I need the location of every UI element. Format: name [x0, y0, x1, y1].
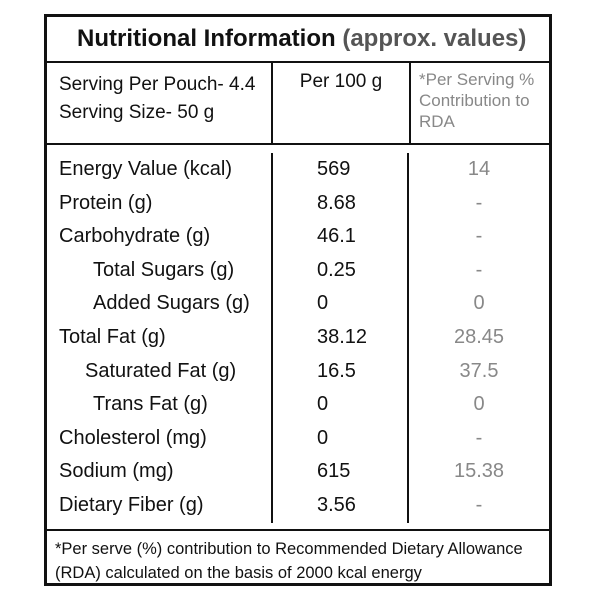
rda-value: -	[407, 253, 549, 288]
footnote: *Per serve (%) contribution to Recommend…	[55, 539, 523, 582]
title: Nutritional Information	[77, 25, 336, 52]
nutrient-name: Sodium (mg)	[59, 460, 174, 483]
per-100g-header: Per 100 g	[271, 63, 409, 143]
per-100g-value: 38.12	[271, 320, 407, 355]
nutrient-name: Added Sugars (g)	[93, 292, 250, 315]
table-row: Energy Value (kcal) 569 14	[47, 153, 549, 187]
nutrient-name: Cholesterol (mg)	[59, 426, 207, 449]
table-head: Serving Per Pouch- 4.4 Serving Size- 50 …	[47, 63, 549, 145]
nutrient-name: Dietary Fiber (g)	[59, 493, 204, 516]
nutrient-name: Protein (g)	[59, 191, 153, 214]
per-100g-value: 0.25	[271, 253, 407, 288]
nutrient-name: Total Sugars (g)	[93, 258, 235, 281]
rda-value: -	[407, 421, 549, 456]
nutrient-name: Carbohydrate (g)	[59, 225, 211, 248]
per-100g-value: 0	[271, 421, 407, 456]
nutrient-name: Trans Fat (g)	[93, 393, 208, 416]
rda-value: 15.38	[407, 455, 549, 489]
per-100g-value: 0	[271, 287, 407, 321]
per-100g-value: 16.5	[271, 354, 407, 389]
rda-value: -	[407, 186, 549, 221]
title-note: (approx. values)	[342, 25, 527, 52]
rda-header: *Per Serving % Contribution to RDA	[409, 63, 549, 143]
nutrient-name: Total Fat (g)	[59, 325, 166, 348]
rda-value: 28.45	[407, 320, 549, 355]
per-100g-value: 615	[271, 455, 407, 489]
per-100g-value: 8.68	[271, 186, 407, 221]
table-body: Energy Value (kcal) 569 14 Protein (g) 8.68-…	[47, 145, 549, 531]
table-row: Total Sugars (g) 0.25-	[47, 253, 549, 288]
title-bar: Nutritional Information (approx. values)	[47, 17, 549, 63]
rda-value: -	[407, 220, 549, 254]
per-100g-value: 46.1	[271, 220, 407, 254]
rda-value: 14	[407, 153, 549, 187]
table-row: Saturated Fat (g) 16.5 37.5	[47, 354, 549, 389]
per-100g-value: 569	[271, 153, 407, 187]
table-row: Protein (g) 8.68-	[47, 186, 549, 221]
serving-per-pouch: Serving Per Pouch- 4.4	[59, 74, 256, 95]
table-row: Cholesterol (mg) 0-	[47, 421, 549, 456]
serving-size: Serving Size- 50 g	[59, 102, 215, 123]
rda-value: -	[407, 488, 549, 523]
per-100g-value: 3.56	[271, 488, 407, 523]
rda-value: 0	[407, 388, 549, 422]
nutrient-name: Energy Value (kcal)	[59, 158, 233, 180]
rda-value: 37.5	[407, 354, 549, 389]
per-100g-value: 0	[271, 388, 407, 422]
nutrition-label: Nutritional Information (approx. values)…	[44, 14, 552, 586]
rda-value: 0	[407, 287, 549, 321]
serving-cell: Serving Per Pouch- 4.4 Serving Size- 50 …	[47, 63, 271, 143]
table-row: Total Fat (g) 38.12 28.45	[47, 320, 549, 355]
nutrient-name: Saturated Fat (g)	[85, 359, 237, 382]
table-row: Trans Fat (g) 0 0	[47, 388, 549, 422]
table-row: Dietary Fiber (g) 3.56-	[47, 488, 549, 523]
table-row: Added Sugars (g) 0 0	[47, 287, 549, 321]
table-row: Carbohydrate (g) 46.1-	[47, 220, 549, 254]
table-row: Sodium (mg) 615 15.38	[47, 455, 549, 489]
